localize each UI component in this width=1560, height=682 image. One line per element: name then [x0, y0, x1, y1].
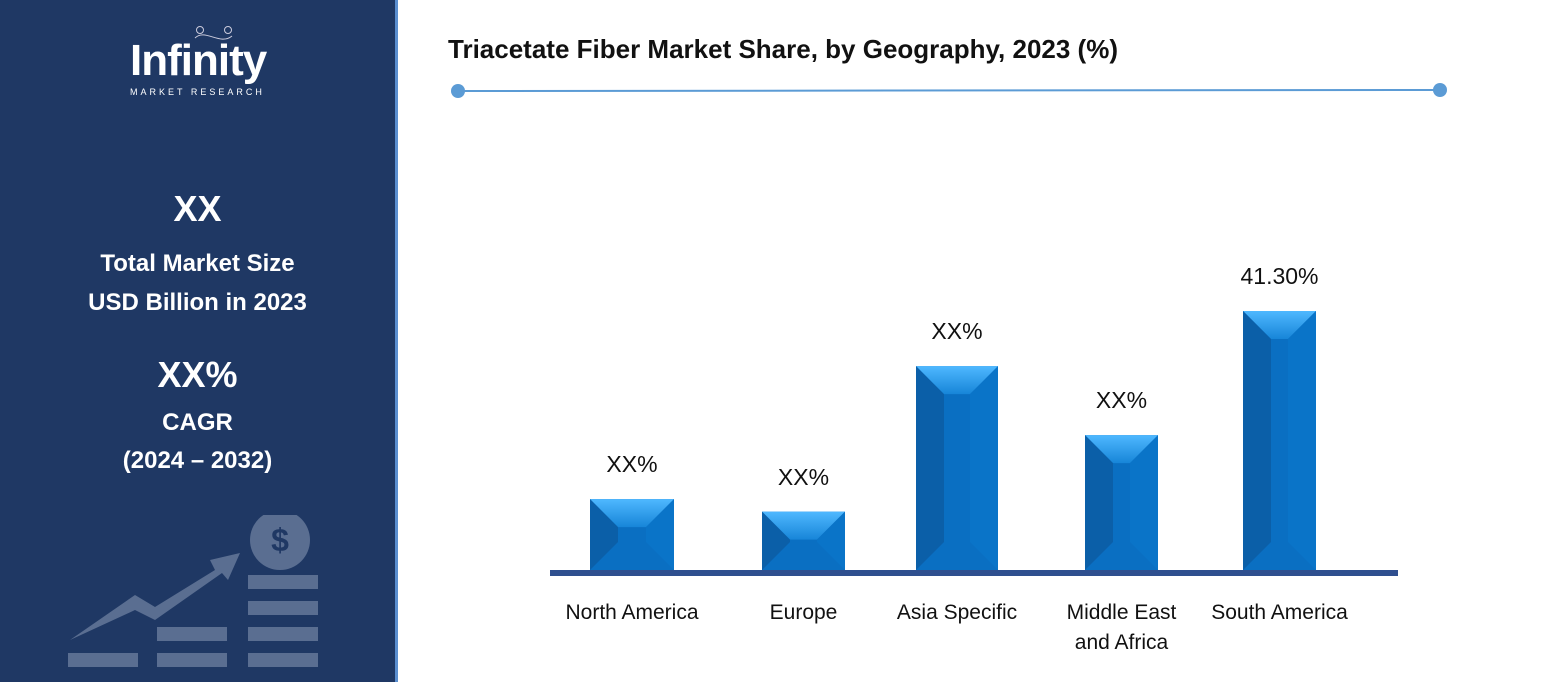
category-label-line: and Africa [1074, 631, 1169, 654]
bar-4 [1243, 311, 1316, 570]
bar-right-bevel [817, 511, 845, 570]
category-label-line: Asia Specific [896, 601, 1018, 624]
category-label: Asia Specific [897, 598, 1017, 628]
category-label: North America [565, 598, 698, 628]
category-label: Middle East and Africa [1067, 598, 1177, 658]
bar-2 [916, 366, 998, 570]
bar-left-bevel [916, 366, 944, 570]
category-label: Europe [770, 598, 838, 628]
title-divider [451, 83, 1447, 98]
bar-top-bevel [590, 499, 674, 528]
bar-right-bevel [1130, 435, 1158, 570]
bar-right-bevel [970, 366, 998, 570]
cagr-value: XX% [157, 354, 238, 395]
category-label-line: Middle East [1066, 601, 1177, 624]
bar-top-bevel [1243, 311, 1316, 339]
bar-top-bevel [1085, 435, 1158, 464]
bar-left-bevel [1243, 311, 1271, 570]
cagr-label: CAGR [162, 409, 233, 436]
data-label: XX% [606, 451, 658, 478]
data-label: XX% [931, 318, 983, 345]
data-label: XX% [1095, 387, 1148, 414]
growth-chart-icon: $ [68, 515, 318, 667]
market-size-value: XX [173, 188, 222, 229]
cagr-period: (2024 – 2032) [122, 447, 273, 474]
category-label-line: Europe [769, 601, 838, 624]
bar-right-bevel [1288, 311, 1316, 570]
data-label: 41.30% [1240, 263, 1319, 289]
bar-1 [762, 511, 845, 570]
bar-left-bevel [1085, 435, 1113, 570]
market-size-unit: USD Billion in 2023 [88, 289, 307, 316]
x-axis-line [550, 570, 1398, 576]
market-size-label: Total Market Size [100, 250, 295, 277]
svg-text:$: $ [271, 522, 289, 558]
bar-left-bevel [590, 499, 618, 570]
bar-top-bevel [762, 511, 845, 540]
category-label-line: South America [1211, 601, 1348, 624]
category-label-line: North America [565, 601, 699, 624]
logo-subtext: MARKET RESEARCH [130, 87, 265, 97]
logo: Infinity MARKET RESEARCH [130, 26, 290, 102]
bar-top-bevel [916, 366, 998, 395]
bar-0 [590, 499, 674, 570]
category-label: South America [1211, 598, 1348, 628]
bar-3 [1085, 435, 1158, 570]
bar-left-bevel [762, 511, 790, 570]
logo-text: Infinity [130, 36, 267, 85]
sidebar: Infinity MARKET RESEARCH XX Total Market… [0, 0, 398, 682]
chart-title: Triacetate Fiber Market Share, by Geogra… [448, 34, 1118, 64]
data-label: XX% [777, 463, 830, 490]
infinity-logo-icon [194, 26, 233, 40]
bar-right-bevel [646, 499, 674, 570]
